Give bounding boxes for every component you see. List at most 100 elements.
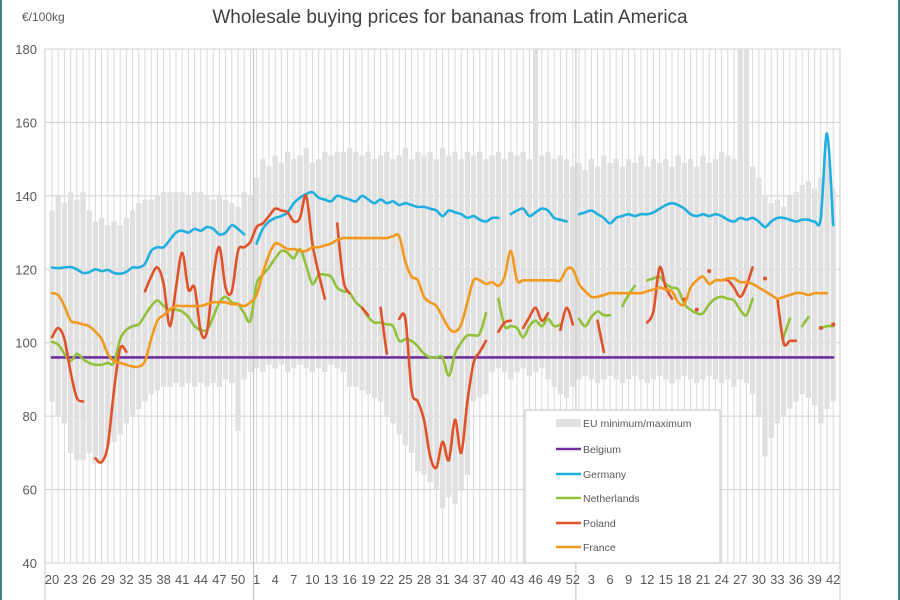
series-line-poland <box>379 306 389 356</box>
y-tick-label: 100 <box>15 336 37 351</box>
eu-range-bar <box>793 192 799 402</box>
x-tick-label: 3 <box>588 572 595 587</box>
eu-range-bar <box>551 159 557 387</box>
x-tick-label: 26 <box>82 572 96 587</box>
eu-range-bar <box>613 159 619 380</box>
x-tick-label: 52 <box>566 572 580 587</box>
eu-range-bar <box>272 155 278 369</box>
series-line-germany <box>577 132 835 229</box>
series-point-poland <box>831 322 836 327</box>
x-tick-label: 46 <box>528 572 542 587</box>
eu-range-bar <box>260 159 266 373</box>
eu-range-bar <box>681 162 687 376</box>
eu-range-bar <box>254 177 260 369</box>
series-line-germany <box>509 207 568 223</box>
eu-range-bar <box>675 155 681 380</box>
eu-range-bar <box>55 195 61 417</box>
eu-range-bar <box>433 159 439 490</box>
x-tick-label: 30 <box>752 572 766 587</box>
legend-label-belgium: Belgium <box>583 444 621 456</box>
eu-range-bar <box>117 225 123 435</box>
eu-range-bar <box>278 162 284 365</box>
series-line-germany <box>255 190 500 245</box>
eu-range-bar <box>663 159 669 380</box>
series-line-poland <box>94 344 128 464</box>
series-line-france <box>50 232 829 369</box>
eu-range-bar <box>712 159 718 380</box>
eu-range-bar <box>502 159 508 373</box>
eu-range-bar <box>210 199 216 384</box>
x-tick-label: 6 <box>606 572 613 587</box>
y-axis: 40 60 80 100 120 140 160 180 <box>15 42 37 571</box>
eu-range-bar <box>297 155 303 365</box>
eu-range-bar <box>340 151 346 373</box>
eu-range-bar <box>588 159 594 380</box>
legend-label-poland: Poland <box>583 518 616 530</box>
legend-label-netherlands: Netherlands <box>583 493 640 505</box>
eu-range-bar <box>353 151 359 387</box>
series-line-poland <box>776 297 798 347</box>
eu-range-bar <box>582 170 588 376</box>
eu-range-bar <box>384 151 390 417</box>
series-line-poland <box>143 194 327 340</box>
eu-range-bar <box>235 206 241 431</box>
eu-range-bar <box>216 195 222 387</box>
eu-range-bar <box>818 177 824 424</box>
x-tick-label: 50 <box>231 572 245 587</box>
y-tick-label: 80 <box>23 409 37 424</box>
eu-range-bar <box>489 155 495 373</box>
eu-range-bar <box>316 159 322 369</box>
eu-range-bar <box>148 199 154 395</box>
eu-range-bar <box>421 155 427 475</box>
eu-range-bar <box>545 151 551 380</box>
x-tick-label: 42 <box>826 572 840 587</box>
series-line-poland <box>50 326 85 403</box>
series-line-poland <box>521 306 550 330</box>
x-tick-label: 35 <box>138 572 152 587</box>
x-tick-label: 36 <box>789 572 803 587</box>
y-tick-label: 180 <box>15 42 37 57</box>
x-tick-label: 18 <box>677 572 691 587</box>
eu-range-bar <box>719 151 725 384</box>
eu-range-bar <box>725 155 731 380</box>
x-tick-label: 20 <box>45 572 59 587</box>
eu-range-bar <box>750 166 756 395</box>
eu-range-bar <box>167 192 173 387</box>
legend-box <box>524 409 721 564</box>
eu-range-bar <box>396 155 402 435</box>
eu-range-bar <box>824 159 830 409</box>
eu-range-bar <box>402 148 408 446</box>
eu-range-bar <box>508 151 514 380</box>
eu-range-bar <box>309 162 315 373</box>
x-tick-label: 39 <box>807 572 821 587</box>
series-line-netherlands <box>782 317 792 339</box>
x-tick-label: 40 <box>491 572 505 587</box>
eu-range-bar <box>737 49 743 380</box>
eu-range-bar <box>539 155 545 369</box>
eu-range-bar <box>61 203 67 424</box>
series-line-germany <box>50 223 246 276</box>
eu-range-bar <box>495 151 501 369</box>
series-line-poland <box>360 306 370 317</box>
eu-range-bar <box>74 199 80 461</box>
eu-range-bar <box>123 217 129 424</box>
eu-range-bar <box>80 192 86 461</box>
eu-range-bar <box>291 159 297 369</box>
y-tick-label: 160 <box>15 115 37 130</box>
x-tick-label: 25 <box>398 572 412 587</box>
series-line-netherlands <box>621 284 637 308</box>
series-point-poland <box>694 307 699 312</box>
y-tick-label: 40 <box>23 556 37 571</box>
eu-range-bar <box>483 159 489 395</box>
eu-range-bar <box>564 159 570 398</box>
legend: EU minimum/maximum Belgium Germany Netherla… <box>524 409 721 564</box>
series-line-poland <box>596 319 606 354</box>
eu-range-bar <box>322 151 328 373</box>
eu-range-bar <box>378 155 384 402</box>
series-line-poland <box>397 312 488 470</box>
x-tick-label: 21 <box>696 572 710 587</box>
eu-range-bar <box>650 159 656 380</box>
eu-range-bar <box>179 192 185 387</box>
x-tick-label: 1 <box>253 572 260 587</box>
